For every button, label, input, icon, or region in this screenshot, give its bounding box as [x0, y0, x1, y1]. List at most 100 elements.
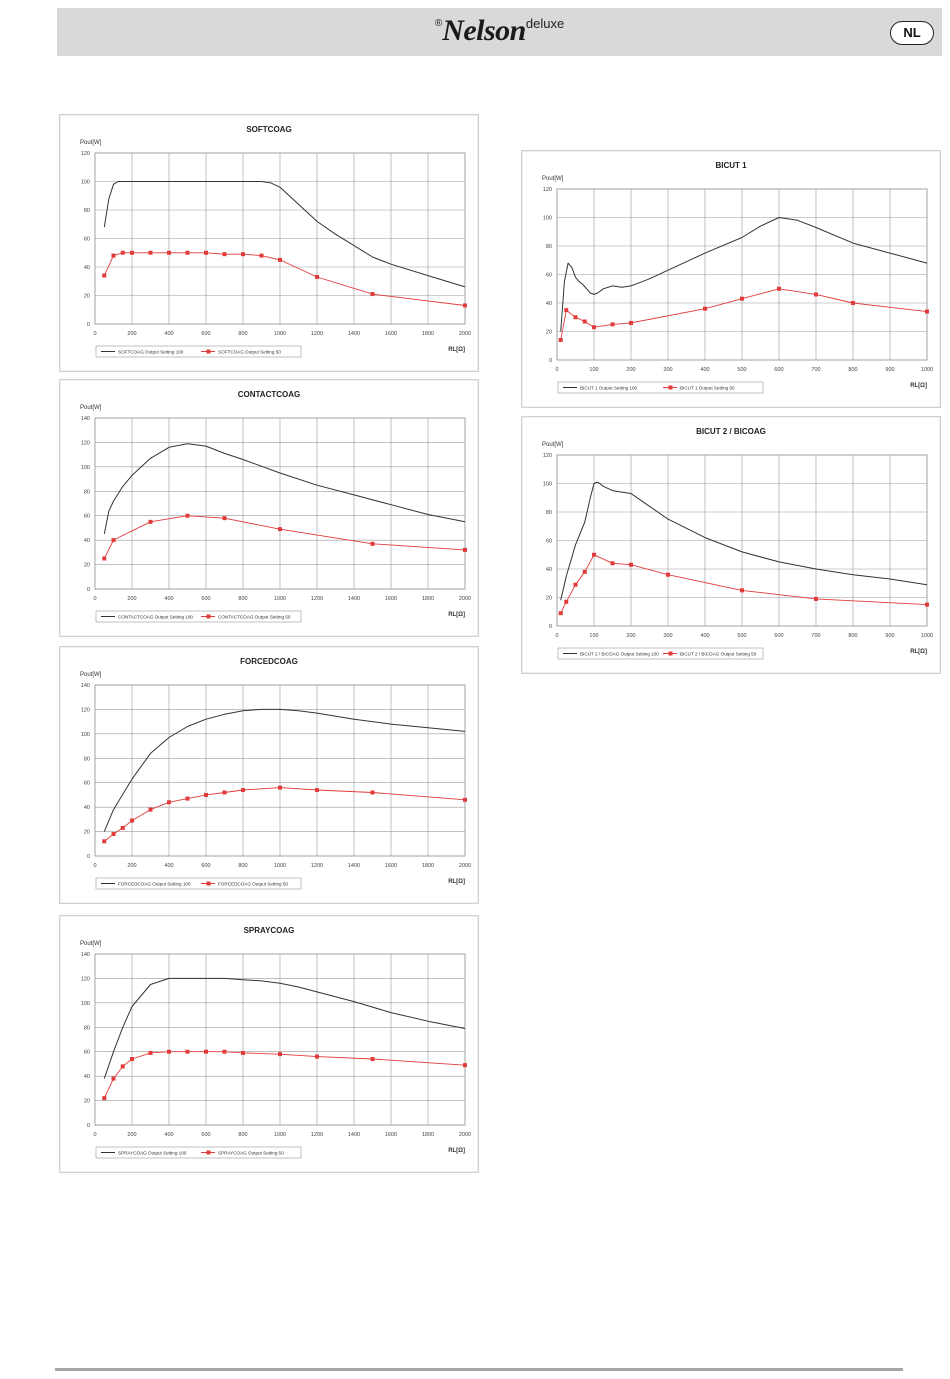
data-point — [629, 562, 633, 567]
y-tick-label: 100 — [543, 482, 552, 488]
data-point — [463, 547, 467, 552]
data-point — [185, 513, 190, 518]
x-tick-label: 2000 — [459, 863, 471, 869]
x-tick-label: 800 — [238, 863, 247, 869]
y-axis-label: Pout[W] — [80, 941, 102, 947]
y-tick-label: 80 — [546, 510, 552, 516]
x-axis-label: RL[Ω] — [910, 649, 927, 655]
x-tick-label: 1000 — [274, 596, 286, 602]
data-point — [564, 599, 569, 604]
data-point — [278, 1052, 282, 1057]
legend-box — [95, 345, 302, 358]
chart-panel-bicut1: BICUT 1 Pout[W] 0 100 200 300 400 500 600 700 800 9… — [521, 150, 941, 408]
x-tick-label: 1600 — [385, 596, 397, 602]
data-point — [777, 286, 781, 291]
x-tick-label: 700 — [811, 633, 820, 639]
x-tick-label: 400 — [700, 367, 709, 373]
legend-box — [95, 610, 302, 623]
data-point — [558, 611, 563, 616]
data-point — [370, 292, 375, 297]
data-point — [148, 807, 153, 812]
series-line-1 — [103, 181, 466, 288]
data-point — [167, 800, 171, 805]
legend-marker — [668, 651, 673, 656]
y-tick-label: 100 — [543, 216, 552, 222]
legend-label-1: BICUT 1 Output Setting 100 — [580, 386, 638, 391]
data-point — [259, 253, 264, 258]
data-point — [185, 250, 190, 255]
x-tick-label: 400 — [700, 633, 709, 639]
y-tick-label: 0 — [87, 587, 90, 593]
data-point — [185, 1049, 190, 1054]
x-axis-label: RL[Ω] — [448, 612, 465, 618]
data-point — [629, 320, 633, 325]
x-tick-label: 1400 — [348, 863, 360, 869]
data-point — [315, 274, 319, 279]
y-tick-label: 0 — [87, 854, 90, 860]
legend-label-1: SOFTCOAG Output Setting 100 — [118, 350, 184, 355]
x-tick-label: 1200 — [311, 596, 323, 602]
data-point — [111, 832, 116, 837]
chart-title: CONTACTCOAG — [238, 390, 301, 399]
data-point — [102, 556, 107, 561]
x-tick-label: 800 — [238, 1132, 247, 1138]
y-tick-label: 60 — [84, 237, 90, 243]
x-tick-label: 100 — [589, 633, 598, 639]
data-point — [592, 552, 596, 557]
data-point — [463, 303, 467, 308]
y-tick-label: 100 — [81, 465, 90, 471]
data-point — [814, 596, 818, 601]
chart-panel-softcoag: SOFTCOAG Pout[W] 0 200 400 600 800 1000 1200 1400… — [59, 114, 479, 372]
data-point — [463, 797, 467, 802]
x-tick-label: 2000 — [459, 596, 471, 602]
y-tick-label: 60 — [84, 1050, 90, 1056]
x-tick-label: 600 — [774, 633, 783, 639]
y-tick-label: 80 — [84, 489, 90, 495]
x-tick-label: 600 — [201, 596, 210, 602]
page-header: ®Nelsondeluxe NL — [57, 8, 942, 56]
series-line-1 — [560, 481, 928, 601]
y-tick-label: 0 — [549, 624, 552, 630]
chart-title: SPRAYCOAG — [244, 926, 295, 935]
data-point — [120, 250, 125, 255]
x-tick-label: 200 — [626, 367, 635, 373]
data-point — [610, 561, 615, 566]
x-tick-label: 600 — [201, 863, 210, 869]
y-tick-label: 140 — [81, 416, 90, 422]
registered-mark: ® — [434, 18, 443, 29]
x-tick-label: 2000 — [459, 1132, 471, 1138]
y-axis-label: Pout[W] — [80, 140, 102, 146]
chart-panel-bicut2-bicoag: BICUT 2 / BICOAG Pout[W] 0 100 200 300 400 500 6… — [521, 416, 941, 674]
legend-box — [557, 647, 764, 660]
data-point — [222, 1049, 227, 1054]
data-point — [925, 602, 929, 607]
y-axis-label: Pout[W] — [80, 405, 102, 411]
data-point — [204, 250, 208, 255]
data-point — [463, 1063, 467, 1068]
y-tick-label: 20 — [84, 563, 90, 569]
brand-suffix: deluxe — [525, 16, 565, 31]
x-tick-label: 1600 — [385, 331, 397, 337]
y-tick-label: 40 — [84, 1074, 90, 1080]
x-axis-label: RL[Ω] — [910, 383, 927, 389]
y-tick-label: 120 — [81, 976, 90, 982]
data-point — [204, 792, 208, 797]
x-tick-label: 400 — [164, 863, 173, 869]
chart-panel-forcedcoag: FORCEDCOAG Pout[W] 0 200 400 600 800 1000 1200 14… — [59, 646, 479, 904]
y-tick-label: 100 — [81, 180, 90, 186]
x-tick-label: 800 — [848, 367, 857, 373]
y-tick-label: 60 — [546, 273, 552, 279]
y-axis-label: Pout[W] — [80, 672, 102, 678]
series-line-1 — [560, 217, 928, 332]
series-line-2 — [103, 515, 466, 559]
series-line-1 — [103, 443, 466, 535]
x-tick-label: 0 — [93, 1132, 96, 1138]
x-tick-label: 200 — [127, 1132, 136, 1138]
data-point — [582, 319, 587, 324]
x-tick-label: 800 — [238, 331, 247, 337]
x-tick-label: 1800 — [422, 1132, 434, 1138]
data-point — [148, 1050, 153, 1055]
chart-title: BICUT 2 / BICOAG — [696, 427, 766, 436]
